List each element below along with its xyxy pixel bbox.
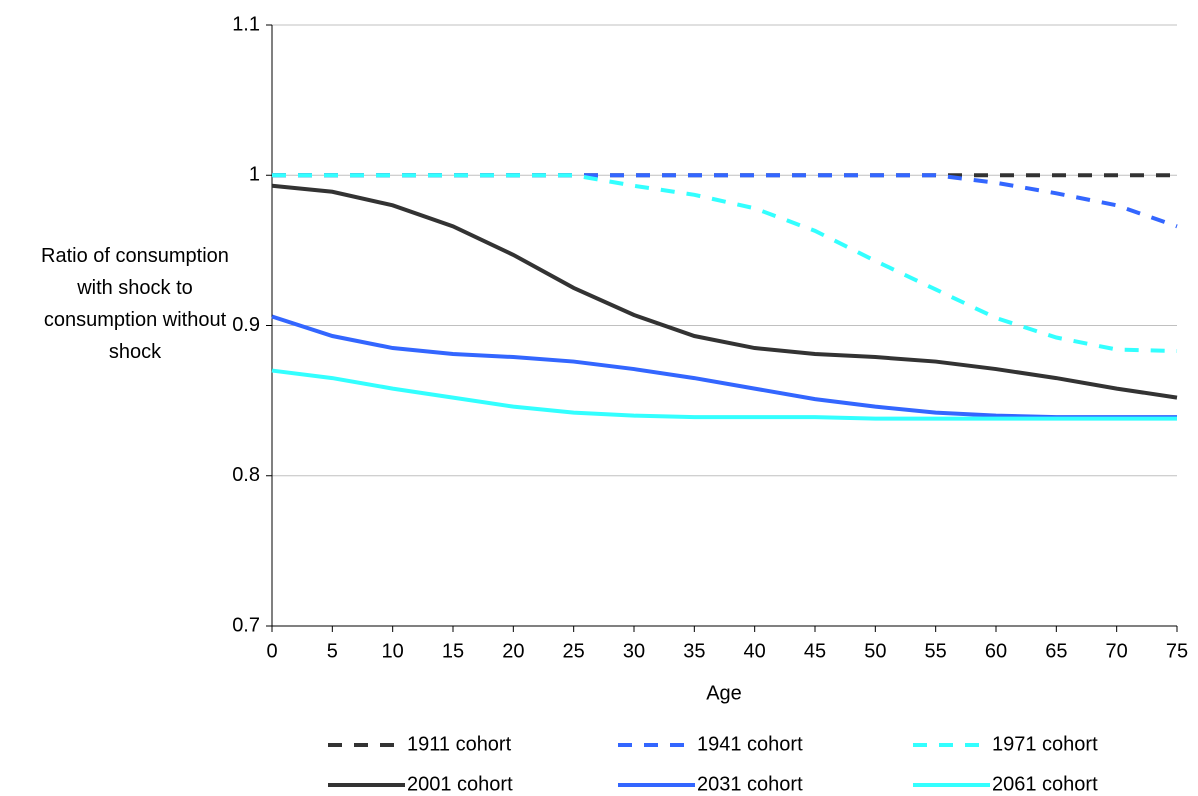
x-tick-label: 40	[744, 640, 766, 662]
x-tick-label: 30	[623, 640, 645, 662]
x-tick-label: 70	[1106, 640, 1128, 662]
legend-label: 1971 cohort	[992, 733, 1098, 755]
x-tick-label: 10	[382, 640, 404, 662]
legend-label: 2001 cohort	[407, 773, 513, 795]
legend-label: 1911 cohort	[407, 733, 512, 755]
legend-label: 1941 cohort	[697, 733, 803, 755]
x-tick-label: 55	[925, 640, 947, 662]
x-tick-label: 75	[1166, 640, 1188, 662]
x-tick-label: 60	[985, 640, 1007, 662]
x-tick-label: 25	[563, 640, 585, 662]
series-line	[272, 173, 1178, 354]
y-tick-label: 1	[249, 164, 260, 186]
x-axis-label: Age	[706, 682, 742, 704]
x-tick-label: 0	[266, 640, 277, 662]
x-tick-label: 15	[442, 640, 464, 662]
y-tick-label: 0.9	[232, 314, 260, 336]
y-tick-label: 0.8	[232, 464, 260, 486]
x-tick-label: 5	[327, 640, 338, 662]
x-tick-label: 50	[864, 640, 886, 662]
x-tick-label: 20	[502, 640, 524, 662]
x-tick-label: 45	[804, 640, 826, 662]
legend-label: 2031 cohort	[697, 773, 803, 795]
y-tick-label: 0.7	[232, 614, 260, 636]
series-line	[272, 173, 1178, 229]
x-tick-label: 35	[683, 640, 705, 662]
y-tick-label: 1.1	[232, 13, 260, 35]
series-line	[271, 183, 1178, 400]
series-line	[271, 368, 1177, 421]
series-line	[271, 314, 1177, 420]
y-axis-label: Ratio of consumption with shock to consu…	[41, 245, 229, 363]
x-tick-label: 65	[1045, 640, 1067, 662]
legend-label: 2061 cohort	[992, 773, 1098, 795]
